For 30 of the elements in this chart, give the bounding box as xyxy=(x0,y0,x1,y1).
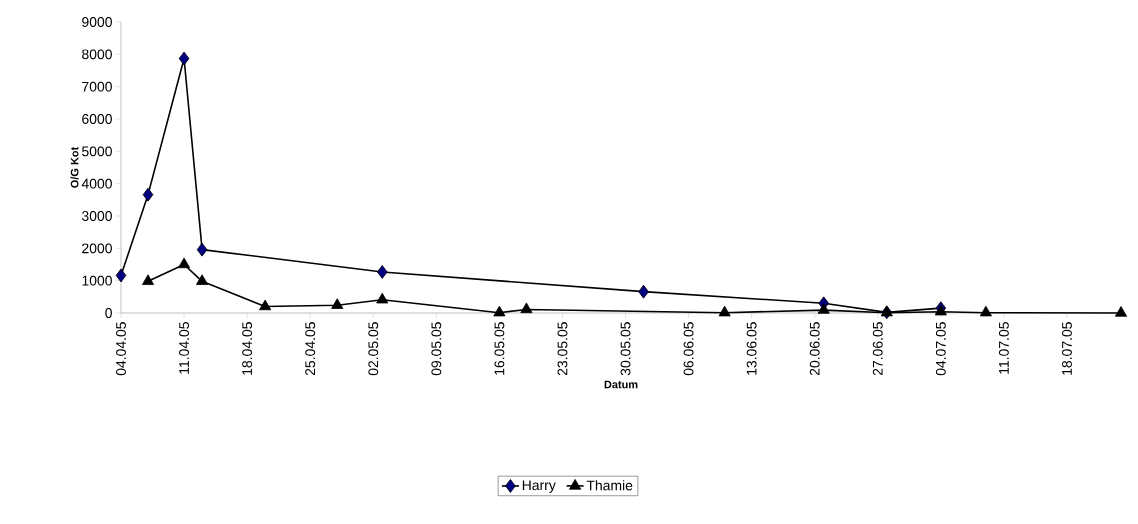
y-tick-label: 1000 xyxy=(82,275,112,286)
x-tick-label: 25.04.05 xyxy=(305,322,316,376)
y-tick-label: 4000 xyxy=(81,178,112,189)
x-tick-label: 30.05.05 xyxy=(620,322,631,376)
x-tick-label: 06.06.05 xyxy=(683,322,694,376)
x-tick-label: 11.07.05 xyxy=(998,322,1009,374)
y-tick-label: 6000 xyxy=(82,114,112,124)
x-tick-label: 18.07.05 xyxy=(1062,322,1072,375)
y-tick-label: 2000 xyxy=(82,243,112,254)
x-tick-label: 18.04.05 xyxy=(242,322,253,375)
x-tick-label: 04.04.05 xyxy=(116,322,126,376)
y-tick-label: 8000 xyxy=(82,49,112,60)
y-tick-label: 5000 xyxy=(82,146,112,157)
x-tick-label: 13.06.05 xyxy=(746,322,757,375)
x-tick-label: 04.07.05 xyxy=(935,322,946,376)
x-axis-title: Datum xyxy=(604,380,638,389)
x-tick-label: 27.06.05 xyxy=(872,322,883,376)
x-tick-label: 16.05.05 xyxy=(494,322,505,375)
x-tick-label: 11.04.05 xyxy=(179,322,190,374)
legend-label: Thamie xyxy=(586,480,633,491)
y-tick-label: 3000 xyxy=(81,211,112,221)
legend-label: Harry xyxy=(522,480,556,493)
y-axis-title: O/G Kot xyxy=(70,146,79,188)
x-tick-label: 23.05.05 xyxy=(557,322,568,376)
y-tick-label: 0 xyxy=(105,308,112,318)
x-tick-label: 02.05.05 xyxy=(368,322,379,376)
x-tick-label: 20.06.05 xyxy=(809,322,820,376)
x-tick-label: 09.05.05 xyxy=(431,322,442,376)
y-tick-label: 7000 xyxy=(82,81,112,92)
y-tick-label: 9000 xyxy=(82,17,112,27)
